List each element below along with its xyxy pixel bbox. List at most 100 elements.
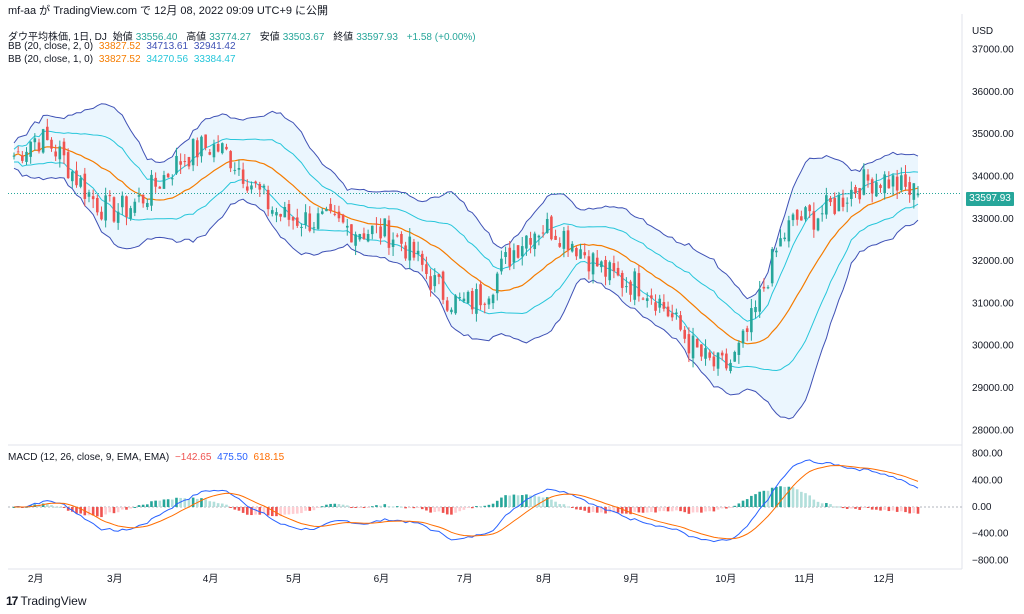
candle-body [845, 202, 849, 204]
candle-body [870, 179, 874, 194]
candle-body [466, 291, 470, 304]
candle-body [204, 134, 207, 149]
bb2-legend[interactable]: BB (20, close, 1, 0) 33827.52 34270.56 3… [8, 54, 239, 65]
price-tick-label: 28000.00 [972, 425, 1014, 436]
macd-histogram-bar [270, 507, 274, 517]
bb1sd-lower-line [14, 161, 919, 372]
macd-histogram-bar [820, 503, 824, 507]
candle-body [829, 198, 832, 203]
macd-legend[interactable]: MACD (12, 26, close, 9, EMA, EMA) −142.6… [8, 452, 287, 463]
macd-histogram-bar [171, 499, 174, 507]
macd-histogram-bar [662, 507, 666, 512]
macd-histogram-bar [795, 489, 799, 507]
macd-histogram-bar [837, 506, 841, 508]
candle-body [775, 250, 778, 253]
macd-histogram-bar [320, 506, 324, 508]
candle-body [766, 287, 770, 289]
symbol-label: ダウ平均株価, 1日, DJ [8, 32, 107, 43]
candle-body [512, 250, 516, 263]
candle-body [66, 152, 70, 179]
candle-body [325, 208, 328, 212]
candles[interactable] [12, 118, 920, 376]
macd-histogram-bar [158, 500, 162, 507]
macd-histogram-bar [591, 507, 595, 513]
macd-histogram-bar [700, 507, 703, 513]
month-tick-label: 2月 [28, 573, 44, 585]
ohlc-legend: ダウ平均株価, 1日, DJ 始値 33556.40 高値 33774.27 安値 3… [8, 28, 479, 43]
candle-body [625, 286, 628, 288]
macd-histogram-bar [275, 507, 278, 517]
macd-histogram-bar [450, 507, 453, 515]
candle-body [804, 207, 807, 220]
macd-histogram-bar [533, 495, 537, 507]
candle-body [704, 348, 707, 359]
candle-body [379, 226, 382, 239]
bb1-legend[interactable]: BB (20, close, 2, 0) 33827.52 34713.61 3… [8, 41, 239, 52]
candle-body [729, 362, 732, 372]
bb1-lower: 32941.42 [193, 41, 236, 52]
macd-histogram-bar [358, 507, 362, 508]
candle-body [333, 213, 337, 215]
candle-body [71, 171, 74, 182]
macd-histogram-bar [204, 499, 207, 507]
macd-histogram-bar [875, 507, 878, 510]
candle-body [658, 298, 662, 308]
macd-histogram-bar [212, 501, 216, 507]
macd-histogram-bar [229, 507, 232, 508]
candle-body [191, 138, 195, 166]
macd-histogram-bar [50, 505, 53, 507]
candle-body [900, 175, 903, 191]
macd-histogram-bar [316, 507, 320, 508]
tradingview-logo[interactable]: 17 TradingView [6, 594, 87, 608]
candle-body [108, 195, 112, 197]
macd-histogram-bar [575, 507, 578, 510]
candle-body [591, 253, 595, 275]
macd-histogram-bar [108, 507, 112, 513]
candle-body [121, 195, 124, 208]
candle-body [858, 188, 861, 200]
macd-histogram-bar [220, 503, 224, 507]
candle-body [391, 239, 395, 247]
candle-body [362, 233, 366, 239]
candle-body [129, 208, 132, 219]
candle-body [854, 186, 857, 194]
candle-body [883, 174, 886, 194]
macd-histogram-bar [200, 498, 203, 507]
macd-histogram-bar [429, 507, 432, 513]
macd-histogram-bar [541, 497, 545, 507]
candle-body [183, 161, 187, 163]
candle-body [675, 312, 678, 314]
candle-body [62, 141, 66, 156]
macd-histogram-bar [466, 507, 470, 508]
macd-histogram-bar [829, 504, 832, 507]
tv-logo-icon: 17 [6, 594, 18, 608]
macd-histogram-bar [529, 495, 532, 507]
macd-histogram-bar [116, 507, 120, 513]
candle-body [500, 258, 503, 272]
macd-tick-label: −800.00 [972, 555, 1009, 566]
candle-body [383, 218, 387, 237]
macd-histogram-bar [704, 507, 707, 512]
macd-histogram-bar [183, 498, 187, 507]
macd-histogram-bar [46, 503, 49, 507]
candle-body [445, 300, 449, 311]
candle-body [841, 197, 845, 207]
macd-histogram-bar [583, 507, 587, 511]
candle-body [16, 151, 20, 153]
macd-histogram-bar [641, 507, 645, 513]
candle-body [866, 174, 870, 181]
candle-body [366, 234, 370, 242]
macd-histogram-bar [512, 494, 516, 507]
bb1-label: BB (20, close, 2, 0) [8, 41, 94, 52]
price-tick-label: 31000.00 [972, 298, 1014, 309]
candle-body [558, 243, 562, 247]
macd-tick-label: 400.00 [972, 475, 1003, 486]
candle-body [516, 245, 520, 258]
open-label: 始値 [112, 32, 133, 43]
candle-body [741, 330, 745, 344]
macd-histogram-bar [595, 507, 599, 513]
candle-body [441, 271, 445, 300]
candle-body [795, 209, 799, 220]
candle-body [533, 233, 537, 250]
